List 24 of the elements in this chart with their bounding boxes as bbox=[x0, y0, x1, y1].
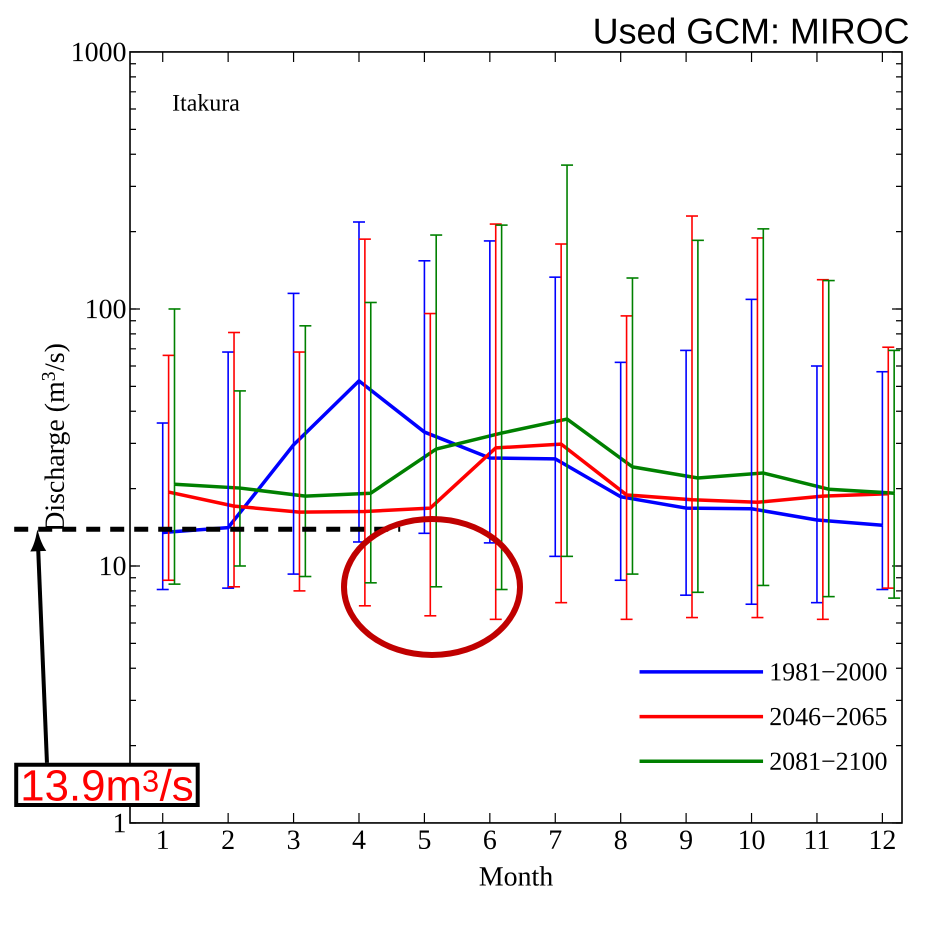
x-tick-label: 5 bbox=[419, 830, 430, 850]
x-tick-label: 4 bbox=[352, 830, 366, 849]
annotation: Itakura bbox=[172, 94, 240, 111]
x-tick-label: 3 bbox=[288, 830, 300, 850]
y-tick-label: 10 bbox=[101, 556, 126, 576]
x-tick-label: 12 bbox=[870, 830, 895, 849]
x-tick-label: 1 bbox=[158, 830, 168, 849]
x-tick-label: 8 bbox=[614, 830, 627, 850]
y-axis-title: Discharge (m$^{3}$/s) bbox=[42, 344, 70, 532]
x-tick-label: 6 bbox=[484, 830, 496, 850]
y-tick-label: 1 bbox=[114, 814, 125, 832]
legend-label: 2081−2100 bbox=[770, 752, 886, 770]
legend-label: 2046−2065 bbox=[770, 708, 886, 726]
legend-label: 1981−2000 bbox=[772, 663, 886, 681]
annotation: 13.9m$^{3}$/s bbox=[24, 768, 192, 801]
x-tick-label: 10 bbox=[740, 830, 764, 850]
x-tick-label: 11 bbox=[806, 830, 829, 849]
x-axis-title: Month bbox=[480, 866, 553, 886]
x-tick-label: 2 bbox=[222, 830, 234, 849]
y-tick-label: 1000 bbox=[73, 42, 126, 62]
x-tick-label: 7 bbox=[550, 830, 562, 849]
chart-title: Used GCM: MIROC bbox=[595, 17, 908, 44]
x-tick-label: 9 bbox=[680, 830, 692, 850]
y-tick-label: 100 bbox=[87, 300, 126, 318]
